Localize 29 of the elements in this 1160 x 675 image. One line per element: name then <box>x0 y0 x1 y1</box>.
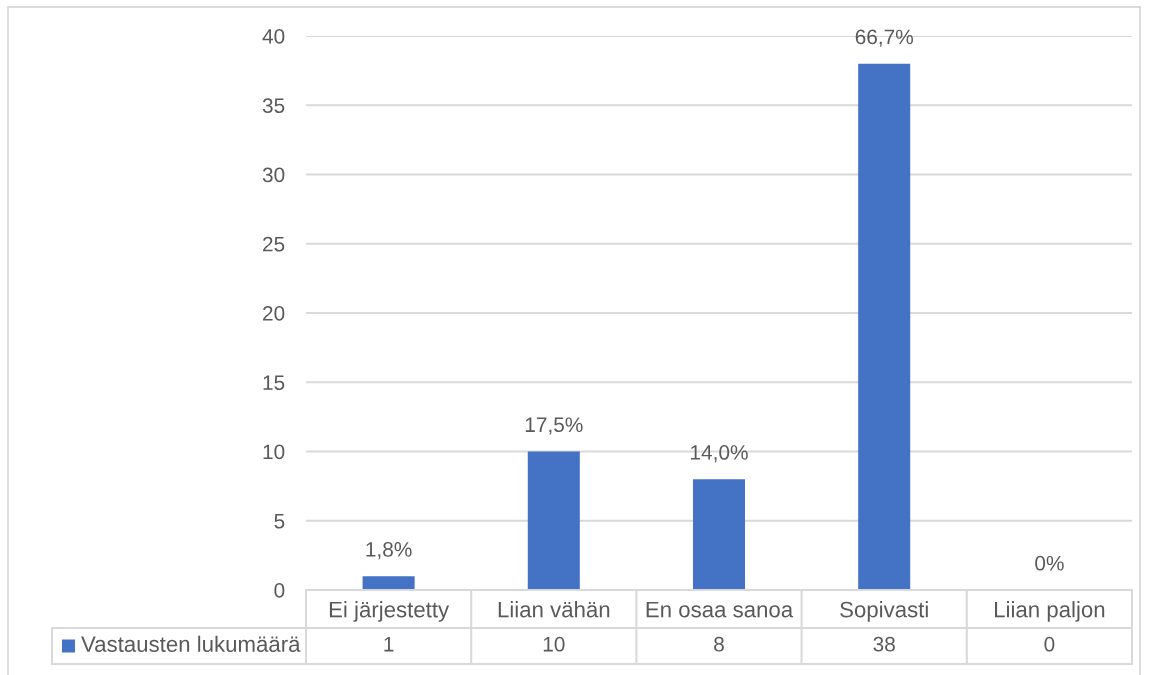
x-tick-label: En osaa sanoa <box>646 601 794 618</box>
bar <box>858 63 911 590</box>
y-tick-label: 5 <box>274 513 285 529</box>
data-label: 10 <box>543 636 565 652</box>
data-label: 0 <box>1044 636 1055 652</box>
legend-label: Vastausten lukumäärä <box>81 635 301 652</box>
annotation: 66,7% <box>855 29 913 47</box>
y-tick-label: 25 <box>263 236 285 252</box>
annotation: 14,0% <box>691 445 748 463</box>
y-tick-label: 35 <box>262 98 285 113</box>
x-tick-label: Liian vähän <box>498 601 610 618</box>
data-label: 8 <box>714 636 724 652</box>
y-tick-label: 30 <box>262 167 285 183</box>
annotation: 0% <box>1035 555 1064 571</box>
y-tick-label: 0 <box>274 583 285 598</box>
y-tick-label: 10 <box>263 444 285 460</box>
bar <box>362 576 415 590</box>
x-tick-label: Liian paljon <box>995 601 1105 622</box>
y-tick-label: 15 <box>263 375 285 390</box>
bar <box>692 479 746 590</box>
data-label: 38 <box>873 636 895 652</box>
x-tick-label: Sopivasti <box>840 601 928 622</box>
y-tick-label: 40 <box>262 29 285 44</box>
annotation: 1,8% <box>366 542 412 560</box>
y-tick-label: 20 <box>263 306 285 321</box>
annotation: 17,5% <box>525 417 583 435</box>
data-label: 1 <box>384 637 394 652</box>
bar <box>527 451 580 590</box>
x-tick-label: Ei järjestetty <box>329 601 450 622</box>
